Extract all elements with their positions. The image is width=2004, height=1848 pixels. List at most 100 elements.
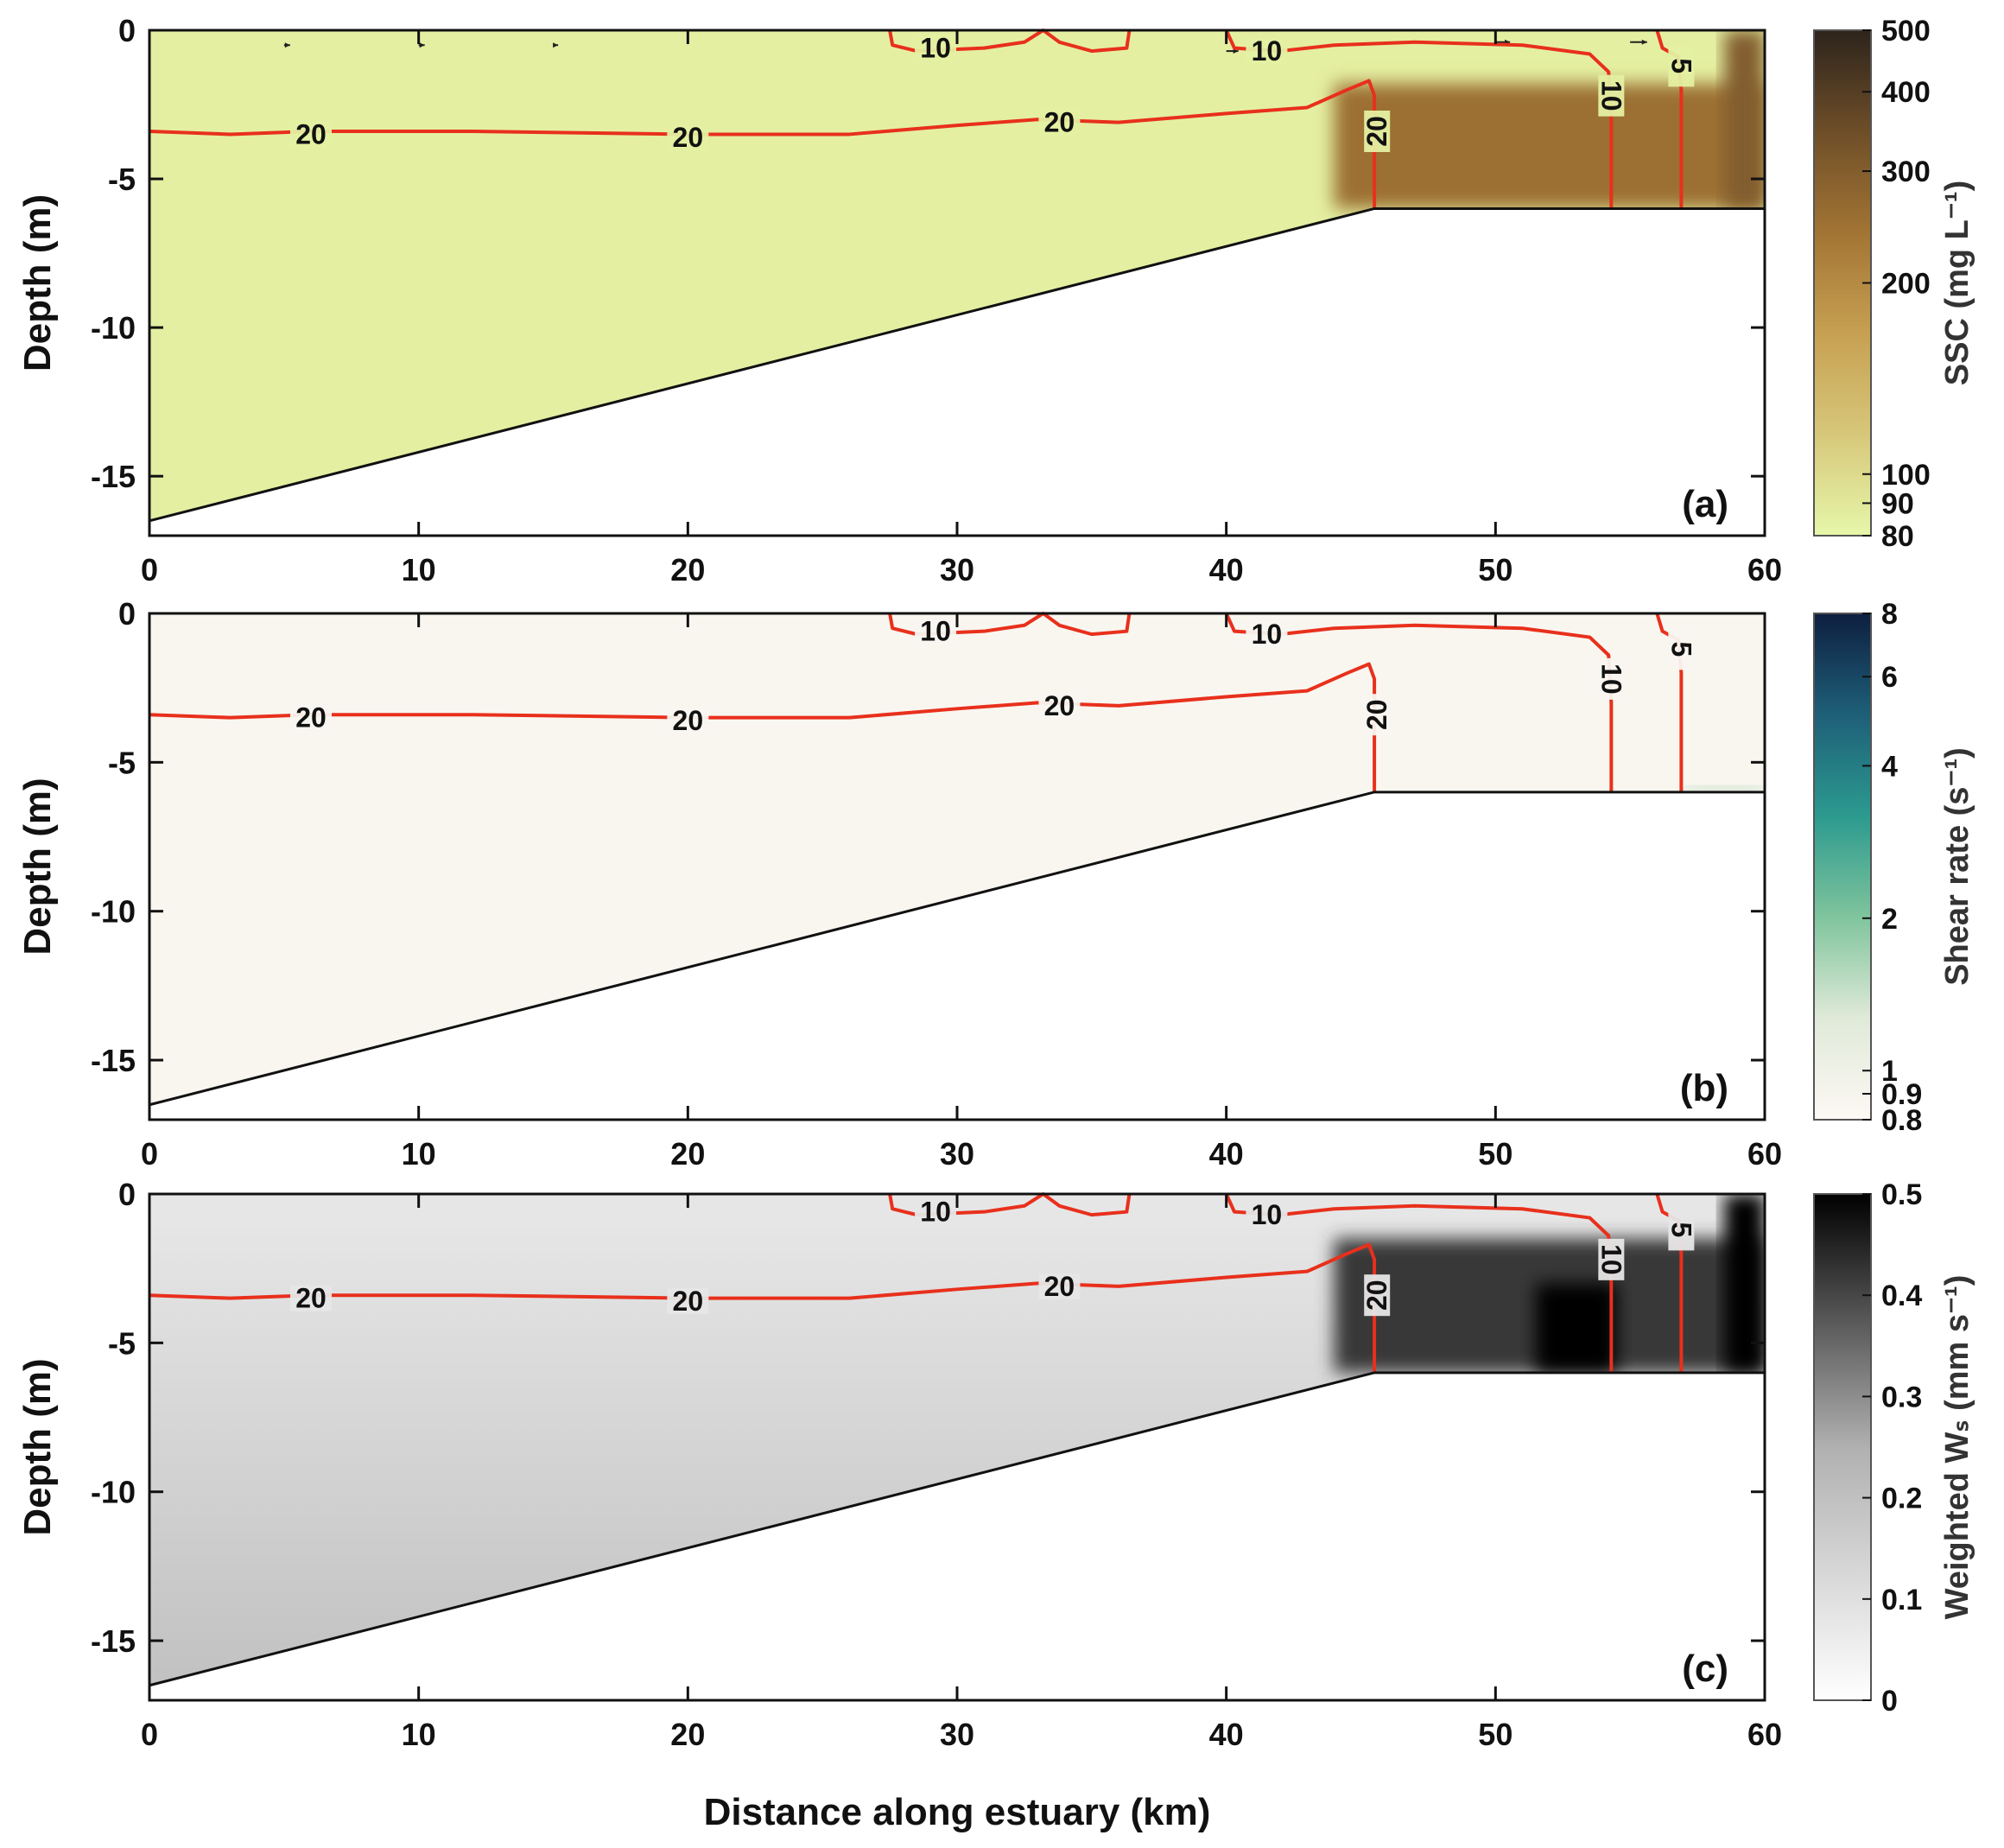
x-tick-label: 50 xyxy=(1478,552,1513,587)
colorbar-title: Shear rate (s⁻¹) xyxy=(1939,747,1975,986)
contour-label: 20 xyxy=(1361,116,1392,147)
x-tick-label: 50 xyxy=(1478,1136,1513,1172)
field-feature-0 xyxy=(1334,83,1765,209)
velocity-arrow-head xyxy=(1641,39,1647,45)
x-tick-label: 0 xyxy=(141,552,158,587)
colorbar-tick-label: 0.3 xyxy=(1881,1381,1922,1413)
contour-label: 20 xyxy=(1044,690,1075,721)
contour-line-10 xyxy=(888,612,1132,637)
colorbar-tick-label: 0.4 xyxy=(1881,1280,1922,1312)
contour-label: 20 xyxy=(295,1283,327,1314)
contour-label: 20 xyxy=(1044,107,1075,138)
colorbar xyxy=(1813,1193,1872,1701)
contour-label-bg xyxy=(1038,692,1081,719)
colorbar-tick-label: 6 xyxy=(1881,661,1898,694)
contour-label: 5 xyxy=(1665,1222,1696,1237)
x-tick-label: 40 xyxy=(1209,1717,1244,1752)
panel-label: (b) xyxy=(1680,1067,1728,1109)
contour-label: 10 xyxy=(920,1197,951,1228)
colorbar-tick-label: 300 xyxy=(1881,156,1931,188)
contour-label-bg xyxy=(1598,1238,1625,1280)
contour-label: 10 xyxy=(920,616,951,647)
contour-label-bg xyxy=(915,618,957,645)
contour-label: 10 xyxy=(1595,80,1627,111)
contour-label: 10 xyxy=(920,33,951,64)
contour-label-bg xyxy=(667,1288,709,1315)
colorbar-tick-label: 1 xyxy=(1881,1055,1898,1088)
panel-a: 1 m s⁻¹20202020101010501020304050600-5-1… xyxy=(16,13,1975,587)
contour-label-bg xyxy=(1364,1274,1391,1317)
x-tick-label: 20 xyxy=(670,1136,705,1172)
bathymetry-line xyxy=(149,791,1765,1107)
x-tick-label: 40 xyxy=(1209,1136,1244,1172)
x-tick-label: 10 xyxy=(402,552,436,587)
colorbar-tick-label: 90 xyxy=(1881,487,1914,520)
contour-line-20 xyxy=(149,1242,1377,1373)
contour-label: 10 xyxy=(1595,664,1627,695)
contour-label-bg xyxy=(1668,628,1695,670)
field-feature-1 xyxy=(1724,30,1765,209)
contour-label: 20 xyxy=(673,705,704,736)
y-tick-label: -5 xyxy=(108,745,136,780)
panel-label: (a) xyxy=(1682,483,1728,525)
colorbar-tick-label: 500 xyxy=(1881,15,1931,48)
y-tick-label: -10 xyxy=(91,1475,136,1510)
x-tick-label: 10 xyxy=(402,1136,436,1172)
x-tick-label: 10 xyxy=(402,1717,436,1752)
y-tick-label: -15 xyxy=(91,1623,136,1659)
contour-label-bg xyxy=(1246,38,1288,65)
x-tick-label: 50 xyxy=(1478,1717,1513,1752)
contour-label: 20 xyxy=(1361,699,1392,730)
panel-label: (c) xyxy=(1682,1648,1728,1690)
x-tick-label: 30 xyxy=(940,552,974,587)
contour-label: 5 xyxy=(1665,58,1696,73)
contour-label-bg xyxy=(667,708,709,734)
contour-label: 10 xyxy=(1252,619,1283,650)
x-tick-label: 20 xyxy=(670,552,705,587)
colorbar xyxy=(1813,613,1872,1121)
contour-line-10 xyxy=(888,1192,1132,1217)
y-tick-label: 0 xyxy=(118,596,136,632)
colorbar-tick-label: 200 xyxy=(1881,268,1931,301)
contour-label: 20 xyxy=(1044,1271,1075,1302)
contour-label-bg xyxy=(1668,1209,1695,1251)
y-axis-title: Depth (m) xyxy=(16,1358,59,1535)
contour-label-bg xyxy=(915,35,957,61)
x-tick-label: 20 xyxy=(670,1717,705,1752)
x-tick-label: 60 xyxy=(1747,1717,1782,1752)
contour-label: 20 xyxy=(673,122,704,153)
colorbar-title: SSC (mg L⁻¹) xyxy=(1939,181,1975,385)
bathymetry-line xyxy=(149,206,1765,523)
contour-label-bg xyxy=(1364,694,1391,736)
contour-label: 20 xyxy=(673,1286,704,1317)
x-tick-label: 60 xyxy=(1747,552,1782,587)
y-tick-label: -10 xyxy=(91,894,136,930)
contour-label-bg xyxy=(915,1198,957,1225)
x-tick-label: 30 xyxy=(940,1136,974,1172)
contour-line-20 xyxy=(149,79,1377,209)
contour-label-bg xyxy=(290,1285,332,1311)
contour-line-10 xyxy=(888,29,1132,54)
y-axis-title: Depth (m) xyxy=(16,194,59,372)
colorbar-tick-label: 4 xyxy=(1881,750,1898,783)
bathymetry-line xyxy=(149,1371,1765,1687)
contour-label: 20 xyxy=(295,118,327,149)
x-tick-label: 40 xyxy=(1209,552,1244,587)
colorbar-tick-label: 2 xyxy=(1881,903,1898,936)
x-tick-label: 0 xyxy=(141,1717,158,1752)
field-feature-2 xyxy=(1536,1283,1617,1373)
contour-label: 10 xyxy=(1252,35,1283,67)
seabed-region xyxy=(149,1372,1765,1700)
colorbar-tick-label: 8 xyxy=(1881,598,1898,631)
x-tick-label: 60 xyxy=(1747,1136,1782,1172)
contour-label-bg xyxy=(1038,109,1081,136)
contour-label: 20 xyxy=(1361,1280,1392,1311)
contour-label-bg xyxy=(1364,111,1391,152)
contour-label-bg xyxy=(667,124,709,150)
colorbar-tick-label: 0.8 xyxy=(1881,1104,1922,1137)
x-tick-label: 30 xyxy=(940,1717,974,1752)
y-tick-label: 0 xyxy=(118,13,136,48)
contour-label: 10 xyxy=(1595,1244,1627,1275)
